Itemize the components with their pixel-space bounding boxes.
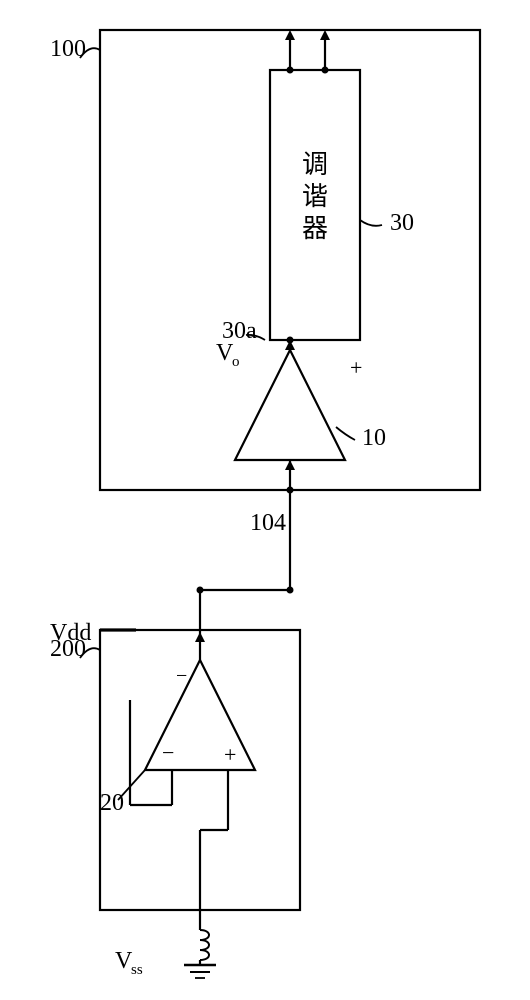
vss-sub: ss [131, 962, 143, 978]
svg-text:Vdd: Vdd [50, 620, 91, 646]
svg-text:30: 30 [390, 210, 414, 236]
circuit-diagram: 100200调谐器3030a10Vo+104−+−20VddVss [0, 0, 530, 1000]
svg-text:+: + [350, 355, 362, 380]
svg-text:104: 104 [250, 510, 286, 536]
tuner-label: 调 [302, 150, 328, 179]
vo-sub: o [232, 354, 240, 370]
svg-text:10: 10 [362, 425, 386, 451]
svg-text:+: + [224, 742, 236, 767]
svg-text:−: − [162, 740, 174, 765]
tuner-label: 器 [302, 214, 328, 243]
svg-text:−: − [176, 665, 187, 687]
tuner-label: 谐 [302, 182, 328, 211]
svg-text:20: 20 [100, 790, 124, 816]
